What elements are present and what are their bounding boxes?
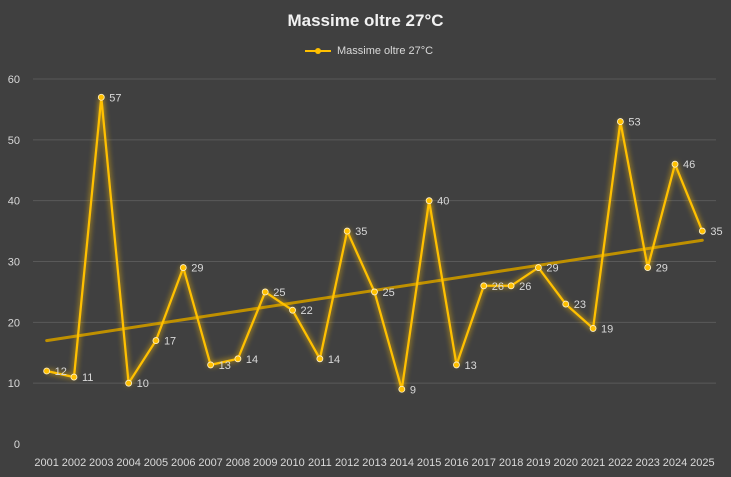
x-tick-label: 2020 bbox=[553, 457, 577, 469]
x-tick-label: 2014 bbox=[390, 457, 414, 469]
data-point bbox=[562, 300, 570, 308]
data-label: 9 bbox=[410, 384, 416, 396]
data-label: 26 bbox=[519, 281, 531, 293]
x-tick-label: 2009 bbox=[253, 457, 277, 469]
data-label: 29 bbox=[546, 263, 558, 275]
data-label: 29 bbox=[191, 263, 203, 275]
x-tick-label: 2016 bbox=[444, 457, 468, 469]
data-label: 22 bbox=[301, 305, 313, 317]
data-point bbox=[207, 361, 214, 369]
data-point bbox=[343, 227, 351, 235]
data-label: 13 bbox=[464, 360, 476, 372]
data-label: 35 bbox=[710, 226, 722, 238]
data-point bbox=[261, 288, 269, 296]
data-point bbox=[398, 385, 406, 393]
x-tick-label: 2008 bbox=[226, 457, 250, 469]
y-tick-label: 10 bbox=[8, 378, 20, 390]
x-tick-label: 2015 bbox=[417, 457, 441, 469]
data-point bbox=[535, 264, 542, 271]
legend-label: Massime oltre 27°C bbox=[337, 45, 434, 57]
x-tick-label: 2010 bbox=[280, 457, 304, 469]
x-tick-label: 2024 bbox=[663, 457, 687, 469]
data-point bbox=[43, 367, 51, 375]
data-point bbox=[616, 118, 624, 125]
x-tick-label: 2025 bbox=[690, 457, 714, 469]
data-point bbox=[671, 160, 679, 168]
x-tick-label: 2011 bbox=[308, 457, 332, 469]
data-label: 14 bbox=[246, 354, 258, 366]
chart-title: Massime oltre 27°C bbox=[287, 11, 444, 30]
y-tick-label: 0 bbox=[14, 439, 20, 451]
data-point bbox=[179, 264, 187, 271]
data-point bbox=[644, 264, 652, 271]
y-tick-label: 20 bbox=[8, 317, 20, 329]
x-tick-label: 2003 bbox=[89, 457, 113, 469]
y-tick-label: 40 bbox=[8, 196, 20, 208]
data-label: 25 bbox=[273, 287, 285, 299]
data-point bbox=[589, 325, 597, 332]
x-tick-label: 2021 bbox=[581, 457, 605, 469]
data-label: 35 bbox=[355, 226, 367, 238]
y-tick-label: 50 bbox=[8, 135, 20, 147]
data-point bbox=[97, 93, 105, 101]
x-tick-label: 2017 bbox=[472, 457, 496, 469]
x-tick-label: 2019 bbox=[526, 457, 550, 469]
legend: Massime oltre 27°C bbox=[305, 45, 433, 57]
data-point bbox=[234, 355, 242, 363]
data-point bbox=[289, 306, 296, 314]
data-point bbox=[316, 355, 324, 363]
data-label: 13 bbox=[219, 360, 231, 372]
data-label: 53 bbox=[628, 117, 640, 129]
x-tick-label: 2001 bbox=[34, 457, 58, 469]
x-tick-label: 2022 bbox=[608, 457, 632, 469]
x-tick-label: 2007 bbox=[198, 457, 222, 469]
x-tick-label: 2005 bbox=[144, 457, 168, 469]
data-point bbox=[698, 227, 706, 235]
data-label: 12 bbox=[55, 366, 67, 378]
data-label: 17 bbox=[164, 336, 176, 348]
legend-line-marker bbox=[305, 46, 331, 56]
x-tick-label: 2006 bbox=[171, 457, 195, 469]
series-line bbox=[46, 97, 704, 390]
y-tick-label: 30 bbox=[8, 257, 20, 269]
x-tick-label: 2023 bbox=[635, 457, 659, 469]
data-label: 14 bbox=[328, 354, 340, 366]
data-point bbox=[371, 288, 378, 296]
data-label: 23 bbox=[574, 299, 586, 311]
data-label: 46 bbox=[683, 159, 695, 171]
x-tick-label: 2012 bbox=[335, 457, 359, 469]
data-label: 26 bbox=[492, 281, 504, 293]
data-point bbox=[480, 282, 488, 290]
data-label: 11 bbox=[82, 372, 93, 384]
data-point bbox=[125, 379, 133, 387]
data-label: 10 bbox=[137, 378, 149, 390]
data-label: 29 bbox=[656, 263, 668, 275]
x-tick-label: 2004 bbox=[116, 457, 140, 469]
x-tick-label: 2018 bbox=[499, 457, 523, 469]
x-tick-label: 2013 bbox=[362, 457, 386, 469]
data-point bbox=[453, 361, 460, 369]
data-label: 25 bbox=[383, 287, 395, 299]
data-point bbox=[152, 337, 160, 344]
x-tick-label: 2002 bbox=[62, 457, 86, 469]
data-point bbox=[70, 373, 78, 381]
data-label: 19 bbox=[601, 323, 613, 335]
data-label: 40 bbox=[437, 196, 449, 208]
data-point bbox=[425, 197, 433, 205]
data-point bbox=[507, 282, 515, 290]
y-tick-label: 60 bbox=[8, 74, 20, 86]
data-label: 57 bbox=[109, 92, 121, 104]
